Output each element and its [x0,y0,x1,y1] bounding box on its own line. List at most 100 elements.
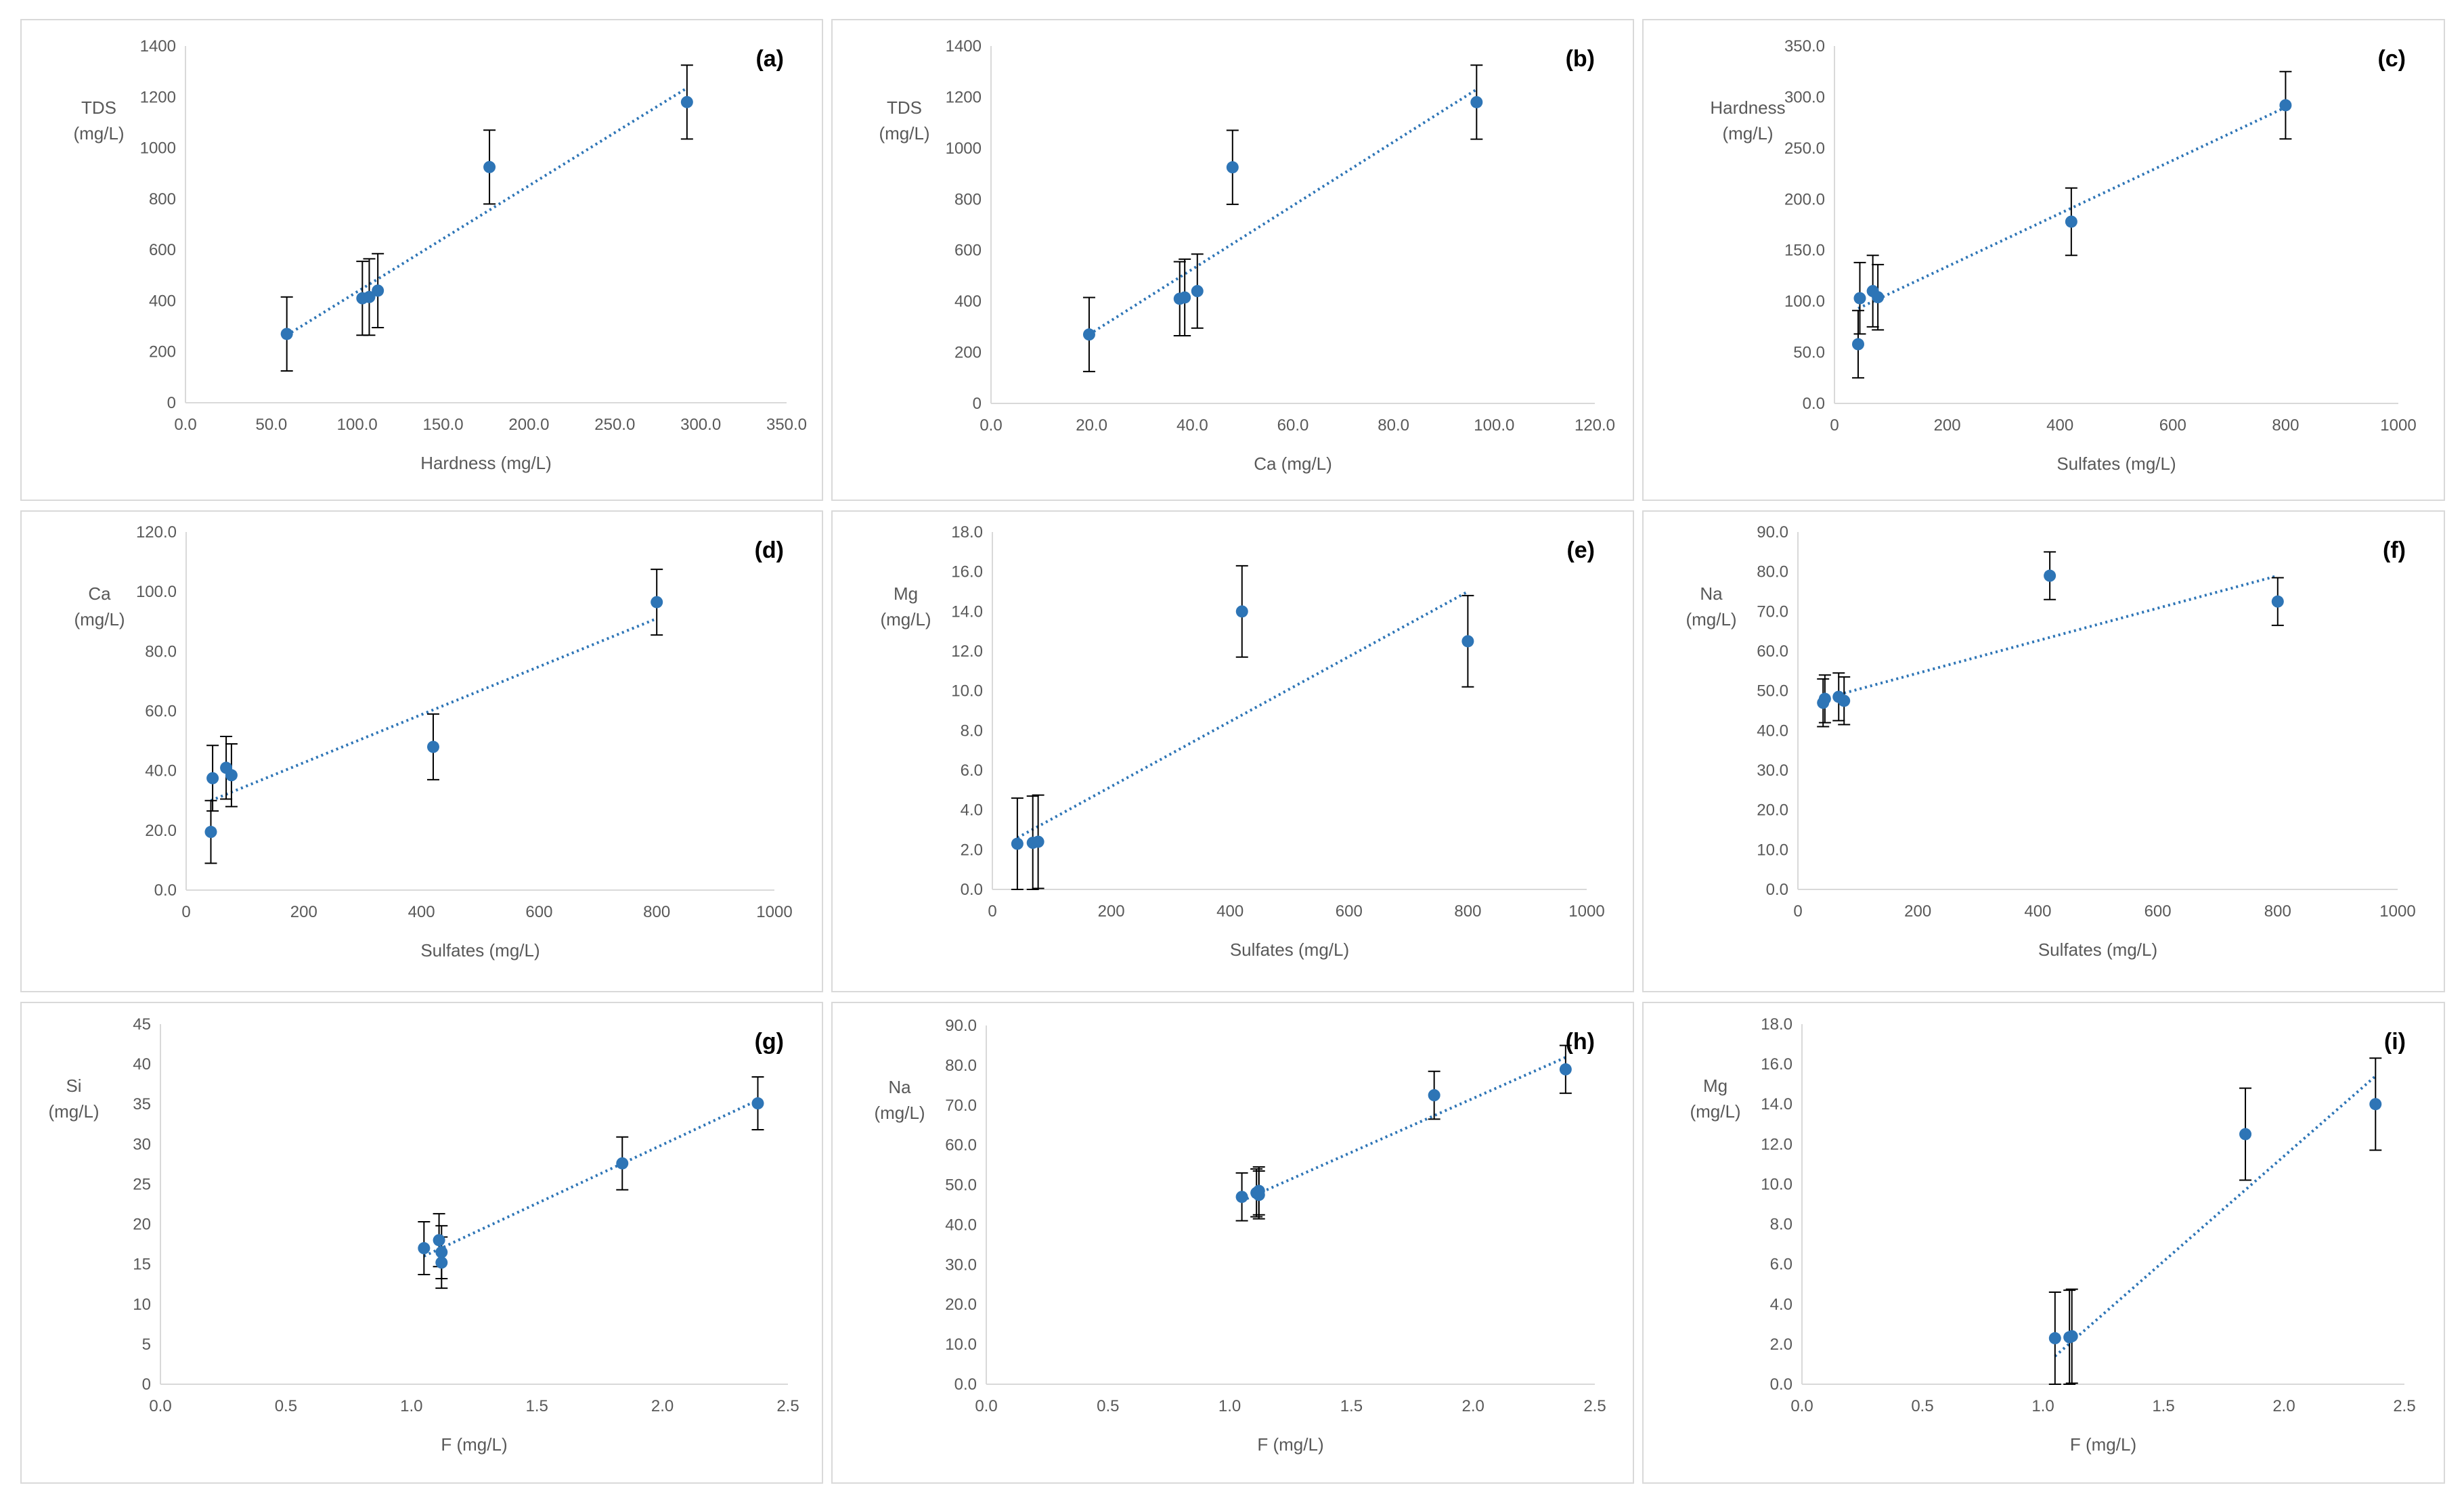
panel-label: (b) [1566,46,1595,72]
y-tick-label: 70.0 [945,1097,977,1115]
x-tick-label: 0.0 [174,416,196,434]
data-point [418,1242,431,1255]
y-tick-label: 14.0 [1761,1095,1792,1113]
x-tick-label: 400 [408,903,435,921]
y-tick-label: 400 [149,292,176,310]
panel-label: (i) [2384,1029,2406,1055]
y-tick-label: 10 [133,1296,151,1314]
y-tick-label: 18.0 [1761,1015,1792,1034]
data-point [2239,1128,2252,1141]
x-tick-label: 1000 [2380,416,2416,435]
x-tick-label: 200 [290,903,317,921]
panel-label: (f) [2383,537,2406,563]
y-tick-label: 2.0 [1770,1335,1792,1354]
y-tick-label: 800 [954,190,982,208]
x-tick-label: 1.5 [1340,1397,1363,1415]
chart-svg-4: 0.0 20.0 40.0 60.0 80.0 100.0 120.0 0 200 400 600 8… [74,523,792,960]
x-tick-label: 600 [1336,902,1363,921]
x-tick-label: 150.0 [423,416,464,434]
x-tick-label: 0.5 [1097,1397,1119,1415]
data-point [1838,694,1851,707]
trendline [1241,1056,1566,1202]
y-tick-label: 40.0 [145,762,177,780]
x-tick-label: 0 [181,903,190,921]
chart-panel-2: 0 200 400 600 800 1000 1200 1400 0.0 20.0 40.0 60.0… [831,19,1634,501]
trendline [2054,1075,2377,1358]
y-tick-label: 120.0 [136,523,177,542]
y-tick-label: 10.0 [945,1335,977,1354]
panel-label: (c) [2377,46,2406,72]
y-tick-label: 16.0 [1761,1055,1792,1074]
y-tick-label: 8.0 [961,722,983,740]
chart-svg-7: 0 5 10 15 20 25 30 35 40 45 0.0 0.5 1.0 1.5 2.0 2.5 F (m… [48,1015,799,1455]
chart-svg-9: 0.0 2.0 4.0 6.0 8.0 10.0 12.0 14.0 16.0 18.0 0.0 0.… [1690,1015,2415,1455]
y-tick-label: 350.0 [1784,37,1825,56]
y-axis-title: Mg [894,583,918,604]
trendline [210,617,657,802]
x-tick-label: 1.0 [1218,1397,1241,1415]
y-tick-label: 16.0 [951,563,983,581]
data-point [426,741,439,753]
x-tick-label: 2.0 [1462,1397,1484,1415]
y-axis-title: TDS [81,97,116,118]
x-tick-label: 1000 [1568,902,1604,921]
y-tick-label: 12.0 [951,642,983,661]
chart-svg-2: 0 200 400 600 800 1000 1200 1400 0.0 20.0 40.0 60.0… [879,37,1615,474]
data-point [2279,99,2292,112]
x-tick-label: 60.0 [1277,416,1309,435]
data-point [1032,835,1044,848]
y-tick-label: 100.0 [136,583,177,601]
x-tick-label: 200 [1098,902,1125,921]
y-axis-title: (mg/L) [1722,123,1773,143]
data-point [1851,338,1864,351]
y-tick-label: 18.0 [951,523,983,542]
x-tick-label: 120.0 [1575,416,1615,435]
y-tick-label: 12.0 [1761,1135,1792,1153]
trendline [423,1099,759,1258]
x-tick-label: 100.0 [337,416,378,434]
y-tick-label: 0.0 [954,1375,977,1394]
x-axis-title: F (mg/L) [1257,1434,1323,1455]
x-tick-label: 0 [1830,416,1839,435]
data-point [1470,95,1483,108]
x-tick-label: 50.0 [255,416,287,434]
y-tick-label: 6.0 [1770,1256,1792,1274]
trendline [1016,590,1469,839]
y-tick-label: 30.0 [1757,761,1788,780]
y-tick-label: 0.0 [1770,1375,1792,1394]
chart-svg-8: 0.0 10.0 20.0 30.0 40.0 50.0 60.0 70.0 80.0 90.0 0… [874,1017,1606,1455]
y-axis-title: Ca [88,583,111,604]
y-tick-label: 45 [133,1015,151,1034]
y-tick-label: 1400 [140,37,176,56]
data-point [2065,1330,2078,1343]
y-tick-label: 60.0 [145,703,177,721]
x-tick-label: 1.0 [400,1397,422,1415]
x-tick-label: 800 [1454,902,1481,921]
y-tick-label: 30 [133,1135,151,1153]
data-point [372,284,384,297]
x-tick-label: 400 [1216,902,1244,921]
data-point [751,1097,764,1110]
data-point [1191,285,1204,298]
chart-panel-1: 0 200 400 600 800 1000 1200 1400 0.0 50.0 100.0 150… [20,19,823,501]
y-axis-title: (mg/L) [48,1101,99,1122]
chart-panel-6: 0.0 10.0 20.0 30.0 40.0 50.0 60.0 70.0 80.0 90.0 0… [1642,510,2445,992]
x-tick-label: 300.0 [680,416,721,434]
panel-label: (a) [755,46,784,72]
y-tick-label: 100.0 [1784,292,1825,311]
chart-svg-5: 0.0 2.0 4.0 6.0 8.0 10.0 12.0 14.0 16.0 18.0 0 200 4… [880,523,1604,960]
x-tick-label: 600 [2159,416,2186,435]
x-tick-label: 40.0 [1176,416,1208,435]
chart-panel-7: 0 5 10 15 20 25 30 35 40 45 0.0 0.5 1.0 1.5 2.0 2.5 F (m… [20,1002,823,1484]
data-point [483,160,496,173]
x-tick-label: 250.0 [594,416,635,434]
x-tick-label: 2.0 [651,1397,674,1415]
data-point [651,596,663,609]
y-tick-label: 50.0 [1757,682,1788,701]
y-axis-title: (mg/L) [874,1103,925,1123]
x-tick-label: 200 [1904,902,1931,921]
y-axis-title: (mg/L) [74,609,125,629]
y-tick-label: 60.0 [945,1136,977,1155]
y-tick-label: 150.0 [1784,242,1825,260]
